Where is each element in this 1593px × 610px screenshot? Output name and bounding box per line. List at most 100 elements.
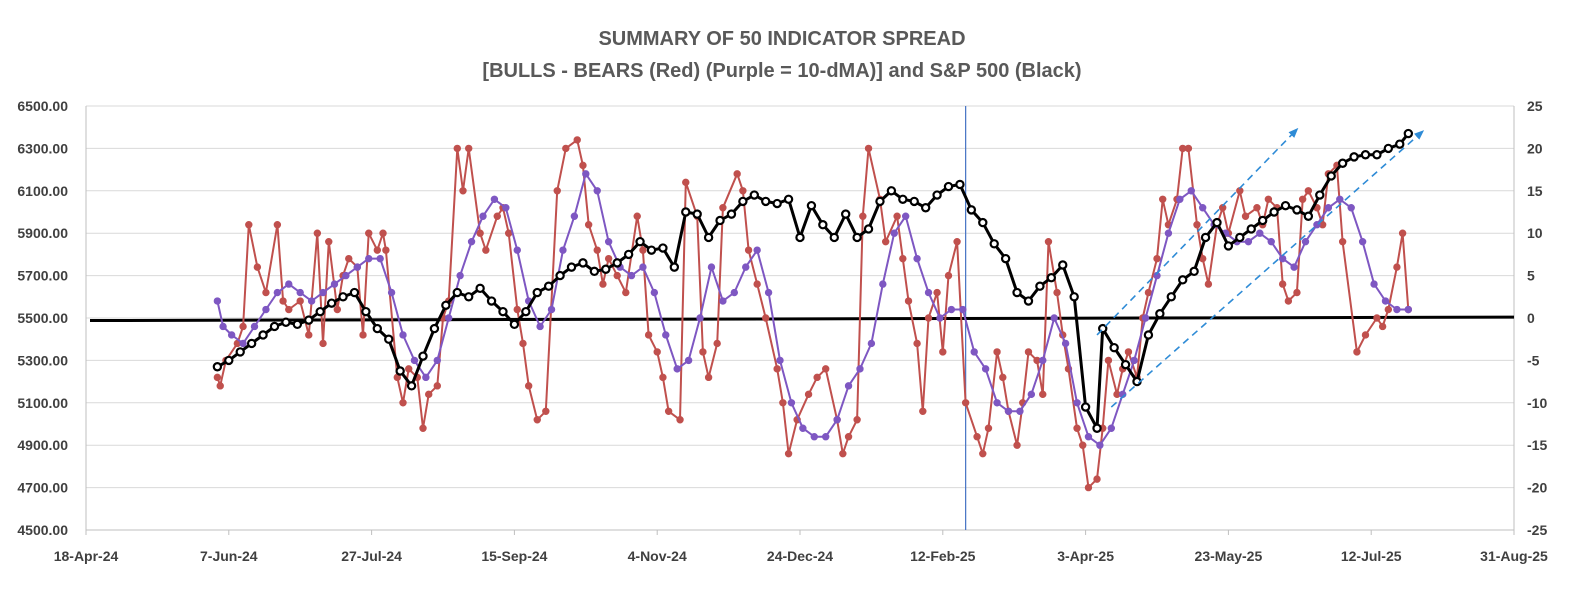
ma10-series-point — [650, 288, 659, 297]
x-tick-label: 15-Sep-24 — [481, 548, 547, 564]
sp500-series-point — [601, 264, 611, 274]
sp500-series-point — [772, 198, 782, 209]
spread-series-point — [804, 390, 813, 399]
sp500-series-point — [1035, 281, 1045, 291]
spread-series-point — [453, 144, 461, 153]
sp500-series-point — [384, 334, 394, 344]
spread-series-point — [325, 237, 333, 246]
ma10-series-point — [776, 356, 784, 365]
right-tick-label: 10 — [1527, 225, 1543, 241]
right-tick-label: -25 — [1527, 522, 1547, 538]
sp500-series-point — [886, 186, 897, 196]
left-tick-label: 4700.00 — [17, 480, 68, 496]
spread-series-point — [739, 187, 747, 195]
ma10-series-point — [730, 288, 739, 297]
sp500-series-point — [1235, 232, 1245, 243]
sp500-series-point — [623, 249, 634, 260]
ma10-series-point — [1381, 297, 1390, 305]
ma10-series-point — [410, 356, 419, 365]
spread-series-point — [839, 449, 847, 458]
right-tick-label: -5 — [1527, 352, 1540, 368]
sp500-series-point — [304, 315, 314, 325]
sp500-series-point — [1257, 215, 1268, 226]
ma10-series-point — [1358, 237, 1367, 246]
spread-series-point — [593, 246, 601, 254]
spread-series-point — [682, 178, 690, 187]
spread-series-point — [762, 314, 770, 322]
ma10-series-point — [981, 365, 990, 373]
sp500-series-point — [852, 232, 862, 243]
spread-series-point — [1378, 322, 1387, 331]
ma10-series-point — [913, 254, 921, 263]
spread-series-point — [1124, 348, 1133, 356]
spread-series-point — [482, 246, 490, 254]
spread-series-point — [262, 288, 270, 297]
spread-series-point — [893, 212, 901, 220]
spread-series-point — [1079, 441, 1087, 449]
spread-series-point — [273, 221, 282, 229]
sp500-series-point — [1349, 152, 1359, 162]
left-tick-label: 5900.00 — [17, 225, 68, 241]
sp500-series-point — [1326, 171, 1336, 181]
spread-series-point — [944, 271, 953, 280]
chart-title: SUMMARY OF 50 INDICATOR SPREAD — [598, 28, 965, 50]
sp500-series-point — [235, 347, 245, 357]
ma10-series-point — [330, 280, 339, 288]
ma10-series-point — [387, 288, 396, 297]
plot-area — [212, 127, 1425, 492]
sp500-series-point — [1383, 143, 1394, 154]
spread-series-point — [584, 221, 593, 229]
left-tick-label: 4900.00 — [17, 437, 68, 453]
spread-series-point — [1073, 424, 1081, 432]
spread-series-point — [425, 390, 433, 399]
ma10-series-point — [1187, 187, 1195, 195]
sp500-series-point — [1155, 309, 1165, 319]
ma10-series-point — [970, 348, 978, 356]
sp500-series-point — [1280, 200, 1291, 211]
spread-series-point — [864, 144, 873, 153]
zero-line — [89, 315, 1515, 323]
spread-series-point — [524, 382, 533, 390]
sp500-series-point — [749, 190, 760, 200]
spread-series-point — [1241, 212, 1250, 220]
spread-series-point — [653, 348, 661, 356]
sp500-series-point — [1246, 224, 1256, 234]
x-tick-label: 4-Nov-24 — [628, 548, 687, 564]
sp500-series-point — [646, 245, 657, 255]
sp500-series-point — [943, 181, 954, 192]
spread-series-point — [345, 254, 353, 263]
spread-series-point — [1338, 237, 1347, 246]
left-tick-label: 6300.00 — [17, 140, 68, 156]
left-tick-label: 5500.00 — [17, 310, 68, 326]
ma10-series-point — [1370, 280, 1378, 288]
spread-series-point — [213, 373, 222, 382]
sp500-series-point — [1058, 260, 1068, 270]
ma10-series-point — [353, 263, 362, 271]
sp500-series-point — [635, 236, 645, 247]
spread-series-point — [904, 297, 913, 305]
right-tick-label: 20 — [1527, 140, 1543, 156]
right-tick-label: -10 — [1527, 395, 1547, 411]
ma10-series-line — [216, 172, 1409, 447]
spread-series-point — [542, 407, 550, 415]
ma10-series-point — [1130, 356, 1138, 365]
sp500-series-point — [1178, 275, 1188, 285]
ma10-series-point — [867, 339, 876, 348]
spread-series-point — [1024, 348, 1033, 356]
spread-series-point — [1253, 204, 1261, 212]
spread-series-point — [519, 339, 527, 348]
ma10-series-point — [1404, 305, 1413, 314]
sp500-series-point — [292, 319, 303, 330]
sp500-series-point — [486, 296, 497, 306]
left-tick-label: 4500.00 — [17, 522, 68, 538]
sp500-series-line — [216, 132, 1410, 430]
sp500-series-point — [315, 306, 325, 317]
ma10-series-point — [1336, 195, 1344, 203]
ma10-series-point — [810, 433, 818, 441]
spread-series-point — [984, 424, 993, 432]
spread-series-point — [305, 331, 313, 339]
ma10-series-point — [696, 314, 704, 322]
sp500-series-point — [1120, 359, 1131, 370]
spread-series-point — [373, 246, 382, 254]
